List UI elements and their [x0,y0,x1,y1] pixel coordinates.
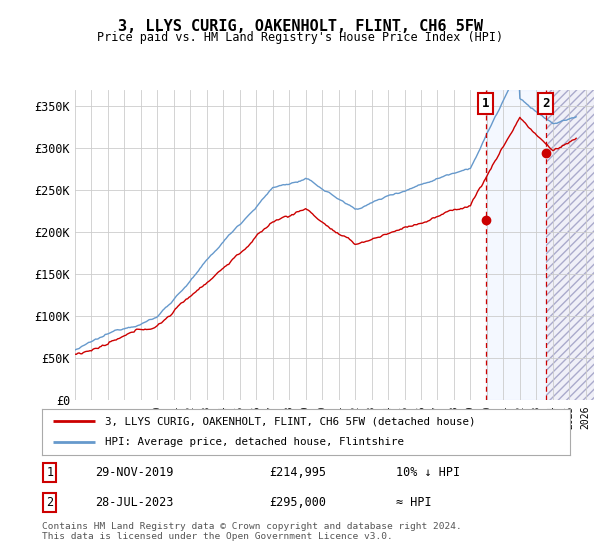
Text: 3, LLYS CURIG, OAKENHOLT, FLINT, CH6 5FW (detached house): 3, LLYS CURIG, OAKENHOLT, FLINT, CH6 5FW… [106,416,476,426]
Text: 3, LLYS CURIG, OAKENHOLT, FLINT, CH6 5FW: 3, LLYS CURIG, OAKENHOLT, FLINT, CH6 5FW [118,19,482,34]
Text: HPI: Average price, detached house, Flintshire: HPI: Average price, detached house, Flin… [106,437,404,447]
Text: 1: 1 [46,466,53,479]
Text: ≈ HPI: ≈ HPI [396,496,431,509]
Text: 2: 2 [46,496,53,509]
Text: 28-JUL-2023: 28-JUL-2023 [95,496,173,509]
Bar [546,90,594,400]
Text: 1: 1 [482,97,490,110]
Text: £295,000: £295,000 [269,496,326,509]
Text: £214,995: £214,995 [269,466,326,479]
Text: Price paid vs. HM Land Registry's House Price Index (HPI): Price paid vs. HM Land Registry's House … [97,31,503,44]
Text: 10% ↓ HPI: 10% ↓ HPI [396,466,460,479]
Text: Contains HM Land Registry data © Crown copyright and database right 2024.
This d: Contains HM Land Registry data © Crown c… [42,522,462,542]
Text: 29-NOV-2019: 29-NOV-2019 [95,466,173,479]
Text: 2: 2 [542,97,550,110]
Bar [485,90,546,400]
